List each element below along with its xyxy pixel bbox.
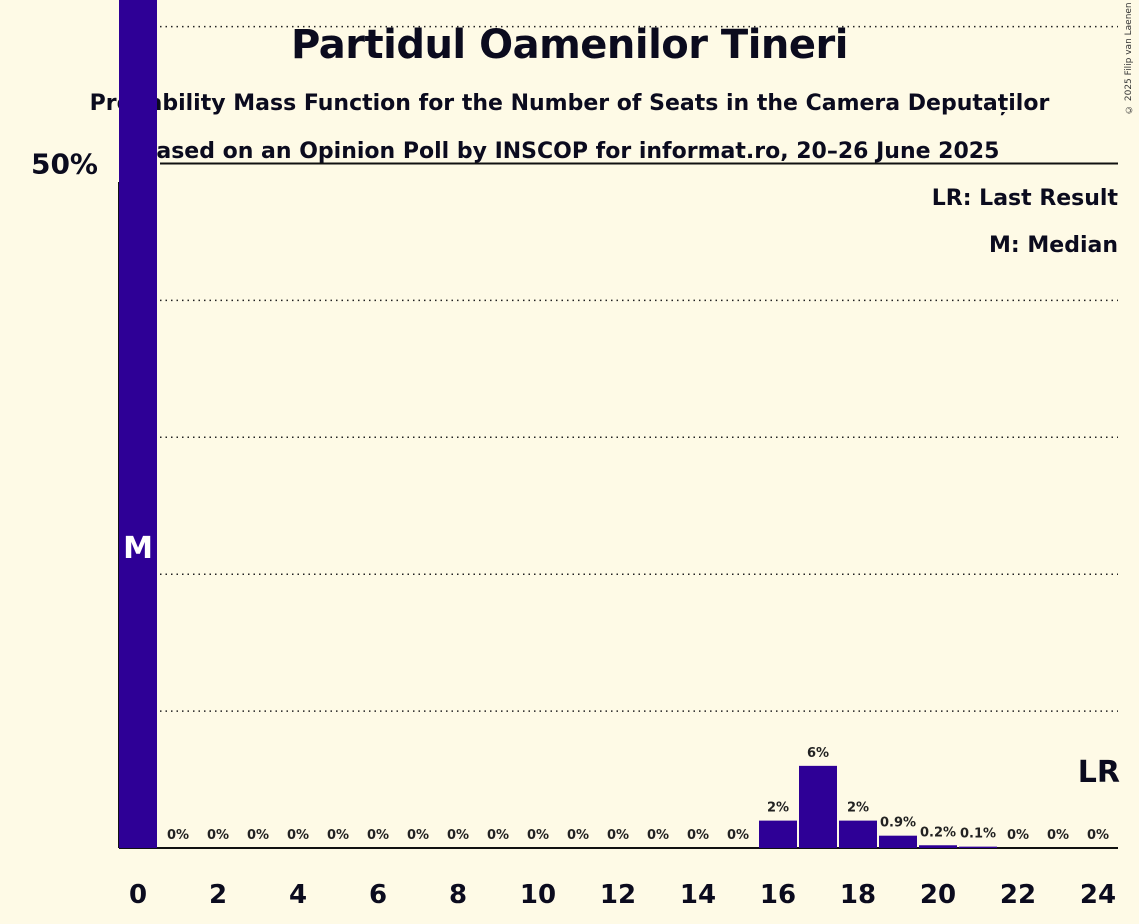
bar-value-label: 0% [1087, 828, 1109, 843]
x-tick-label: 2 [209, 880, 227, 910]
bar-value-label: 0% [527, 828, 549, 843]
bar [119, 0, 157, 849]
bar-value-label: 0% [567, 828, 589, 843]
chart-title: Partidul Oamenilor Tineri [291, 22, 848, 68]
x-tick-label: 0 [129, 880, 147, 910]
bar-value-label: 6% [807, 746, 829, 761]
bar [879, 835, 917, 848]
x-tick-label: 24 [1080, 880, 1116, 910]
bar-value-label: 0% [207, 828, 229, 843]
x-tick-label: 16 [760, 880, 796, 910]
bar-value-label: 2% [847, 801, 869, 816]
bar-value-label: 0% [407, 828, 429, 843]
bar-value-label: 0% [327, 828, 349, 843]
bar-value-label: 0% [647, 828, 669, 843]
last-result-marker: LR [1078, 755, 1120, 790]
bar-value-label: 0.9% [880, 816, 916, 831]
x-tick-label: 6 [369, 880, 387, 910]
bar-value-label: 0% [447, 828, 469, 843]
x-tick-label: 22 [1000, 880, 1036, 910]
bar-value-label: 0% [1007, 828, 1029, 843]
legend-median: M: Median [989, 233, 1118, 258]
bar-value-label: 0% [367, 828, 389, 843]
x-tick-label: 12 [600, 880, 636, 910]
x-tick-label: 10 [520, 880, 556, 910]
bar-value-label: 0% [1047, 828, 1069, 843]
bar [759, 820, 797, 848]
bar-value-label: 2% [767, 801, 789, 816]
bar [919, 845, 957, 848]
x-tick-label: 14 [680, 880, 716, 910]
bar-value-label: 0% [727, 828, 749, 843]
bar-value-label: 0.1% [960, 827, 996, 842]
legend-last-result: LR: Last Result [931, 186, 1118, 211]
bar-value-label: 0% [167, 828, 189, 843]
y-tick-label: 50% [31, 148, 98, 181]
median-marker: M [123, 531, 153, 566]
chart-subtitle: Probability Mass Function for the Number… [89, 91, 1050, 116]
bar [799, 765, 837, 848]
bar-value-label: 0% [607, 828, 629, 843]
bar-value-label: 0% [687, 828, 709, 843]
x-tick-label: 18 [840, 880, 876, 910]
x-tick-label: 4 [289, 880, 307, 910]
bar-value-label: 0% [247, 828, 269, 843]
bar-value-label: 0% [487, 828, 509, 843]
bar [959, 846, 997, 848]
bar-value-label: 0% [287, 828, 309, 843]
x-tick-label: 20 [920, 880, 956, 910]
bar-value-label: 0.2% [920, 825, 956, 840]
bar [839, 820, 877, 848]
chart-source: Based on an Opinion Poll by INSCOP for i… [139, 139, 1000, 164]
x-tick-label: 8 [449, 880, 467, 910]
